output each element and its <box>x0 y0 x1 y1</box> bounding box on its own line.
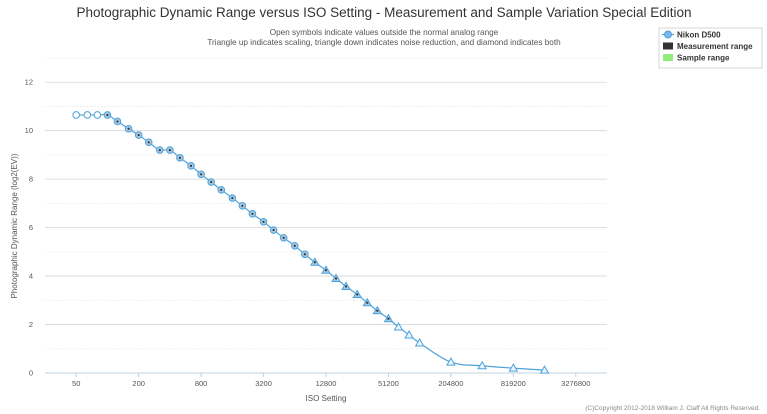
gridlines <box>45 57 607 350</box>
legend-label-sample-range: Sample range <box>677 54 730 63</box>
data-point-range-marker <box>147 141 150 144</box>
data-point-range-marker <box>324 269 328 272</box>
x-tick-label: 50 <box>72 379 80 388</box>
legend-item-measurement-range[interactable]: Measurement range <box>663 42 753 51</box>
y-tick-label: 12 <box>25 78 33 87</box>
x-tick-label: 200 <box>132 379 145 388</box>
chart-subtitle-line-1: Open symbols indicate values outside the… <box>270 28 499 37</box>
x-axis-title: ISO Setting <box>306 394 347 403</box>
legend-box <box>658 27 763 69</box>
data-point-range-marker <box>282 236 285 239</box>
data-point-triangle-up[interactable] <box>393 321 404 331</box>
series-line <box>76 113 545 371</box>
data-point-triangle-up[interactable] <box>404 329 414 339</box>
data-point-triangle-up[interactable] <box>539 365 550 374</box>
legend-swatch-sample-range <box>663 54 673 61</box>
legend: Nikon D500 Measurement range Sample rang… <box>658 27 763 69</box>
data-point-range-marker <box>293 244 296 247</box>
data-point-range-marker <box>116 120 119 123</box>
copyright-notice: (C)Copyright 2012-2018 William J. Claff … <box>585 405 760 412</box>
chart-title: Photographic Dynamic Range versus ISO Se… <box>76 5 691 20</box>
y-axis-title: Photographic Dynamic Range (log2(EV)) <box>10 153 19 298</box>
data-point-circle[interactable] <box>83 111 92 119</box>
data-point-range-marker <box>158 148 161 152</box>
data-point-range-marker <box>356 293 359 296</box>
data-point-range-marker <box>168 148 171 152</box>
legend-label-nikon-d500: Nikon D500 <box>677 31 721 40</box>
data-point-range-marker <box>189 164 193 167</box>
data-point-triangle-up[interactable] <box>446 357 456 366</box>
x-tick-label: 3200 <box>255 379 272 388</box>
legend-item-sample-range[interactable]: Sample range <box>663 54 730 63</box>
data-point-range-marker <box>345 285 348 288</box>
legend-label-measurement-range: Measurement range <box>677 42 753 51</box>
x-tick-label: 800 <box>195 379 208 388</box>
y-tick-label: 6 <box>29 223 33 232</box>
y-tick-label: 4 <box>29 272 33 281</box>
y-axis-ticks: 0 2 4 6 8 10 12 <box>25 78 33 378</box>
x-tick-label: 3276800 <box>561 379 590 388</box>
data-point-range-marker <box>210 180 213 184</box>
data-point-range-marker <box>303 253 306 256</box>
data-point-range-marker <box>178 156 182 159</box>
x-tick-label: 819200 <box>501 379 526 388</box>
data-point-range-marker <box>200 173 203 176</box>
data-point-circle[interactable] <box>72 111 81 119</box>
data-point-range-marker <box>127 127 130 130</box>
y-tick-label: 8 <box>29 175 33 184</box>
x-tick-label: 51200 <box>378 379 399 388</box>
legend-swatch-measurement-range <box>663 42 673 50</box>
y-tick-label: 2 <box>29 320 33 329</box>
data-point-range-marker <box>251 212 254 215</box>
x-tick-label: 12800 <box>316 379 337 388</box>
data-point-range-marker <box>241 204 244 207</box>
data-point-range-marker <box>366 301 369 304</box>
chart-subtitle-line-2: Triangle up indicates scaling, triangle … <box>207 38 561 47</box>
legend-marker-nikon-d500 <box>664 30 672 39</box>
data-point-triangle-up[interactable] <box>414 337 425 347</box>
data-point-range-marker <box>334 277 338 280</box>
data-point-range-marker <box>106 113 109 117</box>
y-tick-label: 0 <box>29 369 33 378</box>
data-point-range-marker <box>262 220 265 223</box>
data-point-range-marker <box>387 317 390 320</box>
data-point-range-marker <box>137 133 140 137</box>
data-point-circle[interactable] <box>93 111 102 119</box>
data-point-range-marker <box>376 309 379 312</box>
data-point-range-marker <box>220 188 223 191</box>
data-point-range-marker <box>313 261 316 264</box>
y-tick-label: 10 <box>25 126 33 135</box>
x-axis-ticks: 50 200 800 3200 12800 51200 204800 819200 327680… <box>72 373 590 388</box>
data-point-triangle-up[interactable] <box>477 360 487 370</box>
data-point-range-marker <box>272 228 275 232</box>
data-point-triangle-up[interactable] <box>508 363 519 372</box>
legend-item-nikon-d500[interactable]: Nikon D500 <box>662 30 721 40</box>
x-tick-label: 204800 <box>438 379 463 388</box>
series-nikon-d500[interactable] <box>72 111 550 374</box>
data-point-range-marker <box>231 196 234 200</box>
